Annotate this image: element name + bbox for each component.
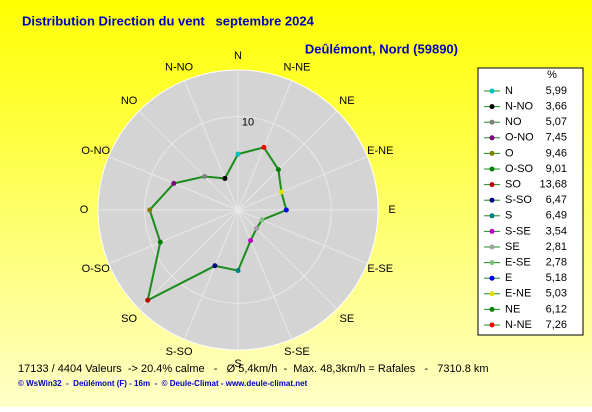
legend-value: 9,46	[546, 147, 567, 159]
legend-marker	[489, 182, 495, 188]
legend-marker	[489, 119, 495, 125]
legend-value: 6,49	[546, 210, 567, 222]
legend-value: 13,68	[539, 179, 567, 191]
direction-label: O-NO	[81, 145, 110, 157]
chart-title: Distribution Direction du vent septembre…	[22, 13, 315, 28]
direction-label: N	[234, 50, 242, 62]
wind-point	[254, 226, 260, 232]
direction-label: SO	[121, 313, 137, 325]
wind-point	[275, 167, 281, 173]
spoke	[108, 209, 239, 265]
legend-marker	[489, 228, 495, 234]
credits: © WsWin32 - Deûlémont (F) - 16m - © Deul…	[18, 379, 308, 388]
legend-label: S-SO	[505, 194, 532, 206]
direction-label: S-SO	[166, 346, 193, 358]
legend-label: SE	[505, 241, 520, 253]
legend-value: 6,47	[546, 194, 567, 206]
legend-label: E-SE	[505, 257, 531, 269]
legend-box	[477, 67, 584, 336]
legend-label: N	[505, 85, 513, 97]
legend-label: NE	[505, 303, 520, 315]
legend-marker	[489, 166, 495, 172]
legend-value: 3,66	[546, 101, 567, 113]
wind-point	[145, 297, 151, 303]
direction-label: N-NE	[283, 62, 310, 74]
legend-label: O-SO	[505, 163, 534, 175]
legend-value: 5,99	[546, 85, 567, 97]
legend-marker	[489, 244, 495, 250]
legend-marker	[489, 213, 495, 219]
legend-marker	[489, 150, 495, 156]
legend-marker	[489, 306, 495, 312]
wind-point	[202, 174, 208, 180]
legend-unit: %	[547, 69, 557, 81]
spoke	[237, 209, 368, 265]
direction-label: O-SO	[82, 263, 111, 275]
direction-label: E-NE	[367, 145, 393, 157]
spoke	[237, 155, 368, 211]
direction-label: N-NO	[165, 62, 194, 74]
chart-subtitle: Deûlémont, Nord (59890)	[305, 41, 458, 56]
legend-label: O-NO	[505, 132, 534, 144]
spoke	[183, 80, 239, 211]
wind-point	[283, 207, 289, 213]
spoke	[237, 110, 338, 211]
legend-value: 3,54	[546, 225, 567, 237]
wind-point	[222, 175, 228, 181]
legend-value: 2,81	[546, 241, 567, 253]
legend-marker	[489, 291, 495, 297]
wind-point	[259, 217, 265, 223]
wind-point	[235, 151, 241, 157]
legend-marker	[489, 275, 495, 281]
footer: 17133 / 4404 Valeurs -> 20.4% calme - Ø …	[18, 363, 489, 375]
legend-label: S-SE	[505, 225, 531, 237]
legend-label: O	[505, 147, 514, 159]
wind-point	[157, 239, 163, 245]
legend-label: N-NE	[505, 319, 532, 331]
direction-label: NE	[339, 95, 354, 107]
legend-value: 6,12	[546, 303, 567, 315]
spoke	[237, 209, 293, 340]
r-tick-label: 10	[242, 117, 254, 129]
wind-point	[278, 189, 284, 195]
legend-marker	[489, 104, 495, 110]
legend-label: N-NO	[505, 101, 534, 113]
legend-value: 5,07	[546, 116, 567, 128]
legend-value: 9,01	[546, 163, 567, 175]
legend-marker	[489, 88, 495, 94]
spoke	[138, 209, 239, 310]
legend-label: NO	[505, 116, 522, 128]
legend-value: 7,26	[546, 319, 567, 331]
direction-label: O	[80, 204, 89, 216]
legend-label: SO	[505, 179, 521, 191]
legend-label: E-NE	[505, 288, 531, 300]
wind-point	[212, 263, 218, 269]
wind-point	[147, 207, 153, 213]
legend-value: 5,18	[546, 272, 567, 284]
direction-label: E-SE	[367, 263, 393, 275]
spoke	[138, 110, 239, 211]
direction-label: S	[234, 358, 241, 370]
spoke	[237, 209, 338, 310]
direction-label: S-SE	[284, 346, 310, 358]
wind-point	[248, 238, 254, 244]
direction-label: E	[388, 204, 395, 216]
legend-label: E	[505, 272, 512, 284]
wind-point	[171, 180, 177, 186]
direction-label: SE	[340, 313, 355, 325]
legend-value: 2,78	[546, 257, 567, 269]
legend-marker	[489, 260, 495, 266]
direction-label: NO	[121, 95, 138, 107]
legend-marker	[489, 322, 495, 328]
legend-value: 7,45	[546, 132, 567, 144]
wind-point	[261, 144, 267, 150]
spoke	[183, 209, 239, 340]
legend-value: 5,03	[546, 288, 567, 300]
wind-point	[235, 268, 241, 274]
legend-marker	[489, 135, 495, 141]
legend-marker	[489, 197, 495, 203]
legend-label: S	[505, 210, 512, 222]
